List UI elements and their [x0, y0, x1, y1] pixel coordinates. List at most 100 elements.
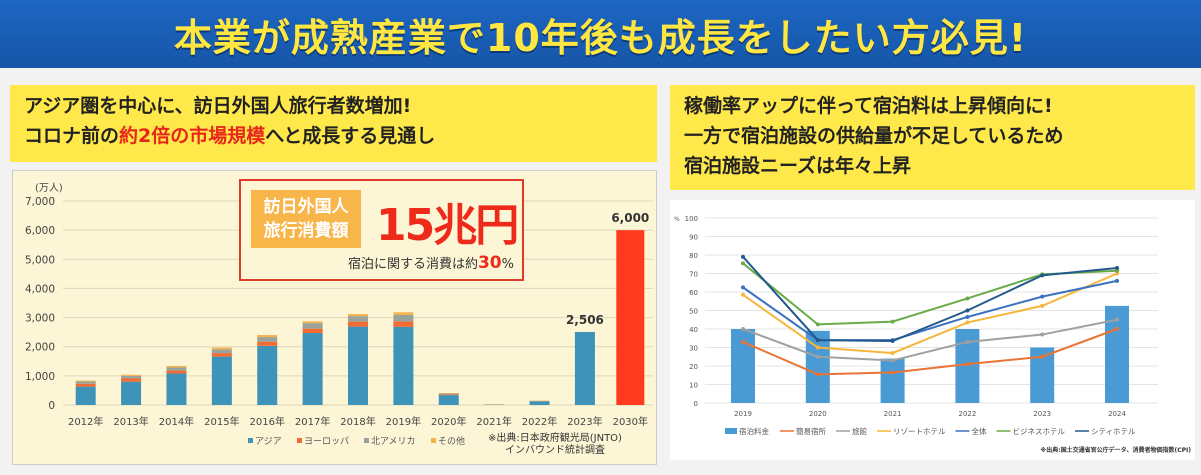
y-tick-label: 4,000 — [25, 283, 55, 295]
x-tick-label: 2014年 — [159, 415, 194, 428]
bar-segment — [348, 314, 368, 317]
x-tick-label: 2020年 — [431, 415, 466, 428]
bar-segment — [302, 321, 323, 324]
x-tick-label: 2021年 — [476, 415, 511, 428]
data-point — [890, 319, 895, 324]
data-point — [815, 372, 820, 377]
bar-segment — [211, 347, 232, 350]
data-point — [965, 314, 970, 319]
data-point — [815, 338, 820, 343]
percent-value: 30 — [477, 253, 502, 273]
x-tick-label: 2015年 — [204, 415, 239, 428]
bar-segment — [75, 381, 96, 384]
bar-segment — [75, 383, 96, 387]
x-tick-label: 2024 — [1108, 410, 1126, 418]
banner: 本業が成熟産業で10年後も成長をしたい方必見! — [0, 0, 1201, 68]
bar-segment — [393, 326, 414, 405]
callout-label-line1: 訪日外国人 — [263, 197, 349, 217]
y-tick-label: 80 — [689, 252, 698, 260]
y-tick-label: 90 — [689, 234, 698, 242]
bar-segment — [393, 312, 414, 315]
series-line — [742, 262, 1118, 326]
series-line — [742, 272, 1118, 355]
y-tick-label: 1,000 — [25, 371, 55, 383]
y-tick-label: 20 — [689, 363, 698, 371]
data-point — [890, 339, 895, 344]
legend-label: その他 — [438, 435, 465, 447]
data-label: 2,506 — [566, 313, 604, 327]
y-tick-label: 100 — [685, 215, 698, 223]
bar-segment — [211, 356, 232, 405]
y-tick-label: 30 — [689, 345, 698, 353]
legend-label: 北アメリカ — [371, 436, 416, 447]
series-line — [742, 328, 1118, 376]
x-tick-label: 2022年 — [522, 415, 557, 428]
source-line1: ※出典:日本政府観光局(JNTO) — [488, 433, 622, 444]
legend-swatch — [248, 438, 253, 443]
legend-swatch — [364, 438, 369, 443]
legend-label: リゾートホテル — [893, 427, 946, 436]
callout-label-line2: 旅行消費額 — [263, 221, 349, 241]
bar-segment — [393, 321, 414, 327]
left-source: ※出典:日本政府観光局(JNTO) インバウンド統計調査 — [488, 433, 622, 457]
data-point — [741, 254, 745, 259]
data-point — [1040, 354, 1045, 359]
callout-box: 訪日外国人 旅行消費額 15兆円 宿泊に関する消費は約30% — [239, 179, 524, 281]
bar-segment — [438, 393, 459, 395]
bar-segment — [121, 378, 142, 382]
visitors-chart: (万人) 0 1,000 2,000 3,000 4,000 5,000 6,000 7,000… — [12, 170, 657, 465]
bar-segment — [257, 341, 278, 346]
legend-swatch — [297, 438, 302, 443]
bar-segment — [302, 333, 323, 405]
data-point — [1040, 294, 1045, 299]
y-tick-label: 5,000 — [25, 254, 55, 266]
bar-segment — [121, 374, 142, 376]
bar-segment — [121, 375, 142, 379]
y-tick-label: 50 — [689, 308, 698, 316]
data-point — [1115, 265, 1119, 270]
visitors-chart-svg: (万人) 0 1,000 2,000 3,000 4,000 5,000 6,000 7,000… — [25, 182, 653, 447]
data-point — [965, 320, 970, 325]
text: コロナ前の — [24, 125, 120, 147]
text: % — [501, 257, 514, 272]
x-tick-label: 2020 — [809, 410, 827, 418]
y-tick-label: 60 — [689, 289, 698, 297]
y-unit-label: (万人) — [35, 182, 63, 194]
bar — [880, 358, 905, 403]
bar-segment — [616, 230, 645, 405]
y-tick-label: 0 — [694, 400, 698, 408]
y-tick-label: 3,000 — [25, 313, 55, 325]
y-unit-label: % — [674, 216, 680, 223]
x-tick-label: 2019年 — [386, 415, 421, 428]
y-tick-label: 40 — [689, 326, 698, 334]
y-tick-label: 2,000 — [25, 342, 55, 354]
bar-segment — [393, 314, 414, 322]
x-tick-label: 2022 — [958, 410, 976, 418]
callout-amount: 15兆円 — [376, 200, 519, 251]
bar-segment — [211, 349, 232, 354]
bar-segment — [574, 331, 595, 405]
legend-label: 簡易宿所 — [796, 426, 826, 436]
bar-segment — [302, 328, 323, 334]
x-tick-label: 2012年 — [68, 415, 103, 428]
data-point — [1115, 278, 1119, 283]
x-tick-label: 2030年 — [613, 415, 648, 428]
legend-label: 旅館 — [852, 426, 867, 436]
data-point — [1040, 303, 1045, 308]
data-point — [815, 322, 820, 327]
y-tick-label: 6,000 — [25, 225, 55, 237]
left-heading: アジア圏を中心に、訪日外国人旅行者数増加! コロナ前の約2倍の市場規模へと成長す… — [10, 85, 657, 162]
bar-segment — [348, 316, 368, 322]
data-point — [965, 339, 970, 344]
data-point — [741, 327, 745, 331]
right-heading-line3: 宿泊施設ニーズは年々上昇 — [684, 155, 912, 177]
bar-segment — [166, 367, 187, 371]
x-tick-label: 2016年 — [250, 415, 285, 428]
bar-segment — [438, 395, 459, 405]
callout-note: 宿泊に関する消費は約30% — [348, 253, 514, 273]
left-heading-line1: アジア圏を中心に、訪日外国人旅行者数増加! — [24, 95, 412, 117]
highlight-text: 約2倍の市場規模 — [119, 125, 266, 147]
text: 宿泊に関する消費は約 — [347, 257, 478, 272]
left-heading-line2: コロナ前の約2倍の市場規模へと成長する見通し — [24, 121, 643, 151]
right-heading: 稼働率アップに伴って宿泊料は上昇傾向に! 一方で宿泊施設の供給量が不足しているた… — [670, 85, 1195, 190]
